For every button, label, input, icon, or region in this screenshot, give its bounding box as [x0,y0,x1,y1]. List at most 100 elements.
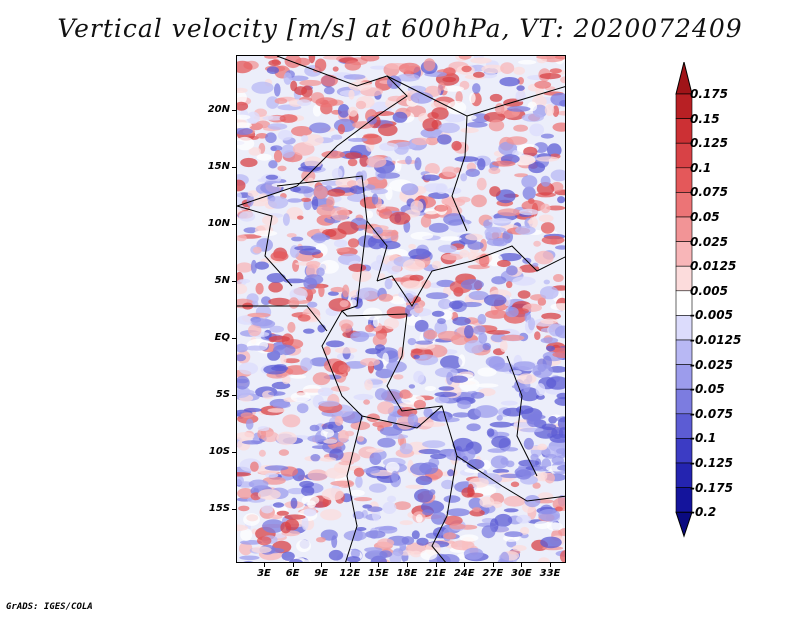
field-cell [471,194,487,208]
field-cell [355,475,363,488]
field-cell [488,218,513,224]
field-cell [340,323,352,333]
field-cell [425,292,449,300]
field-cell [516,85,525,91]
field-cell [419,462,439,475]
field-cell [240,412,254,419]
field-cell [512,276,536,286]
field-cell [532,482,541,489]
field-cell [415,354,439,366]
colorbar-label: 0.0125 [690,259,737,274]
field-cell [353,393,374,401]
field-cell [250,259,257,274]
field-cell [273,344,296,356]
colorbar-label: -0.005 [690,308,733,323]
lon-label: 3E [257,568,271,579]
field-cell [384,278,393,290]
colorbar-label: 0.005 [690,283,728,298]
field-cell [375,344,385,352]
field-cell [256,153,272,161]
field-cell [284,514,306,520]
field-cell [253,230,278,237]
field-cell [320,74,338,87]
field-cell [559,549,565,562]
field-cell [379,273,386,279]
field-cell [450,540,475,551]
field-cell [347,106,358,117]
field-cell [297,314,311,322]
field-cell [411,530,420,540]
field-cell [477,367,497,377]
field-cell [393,141,417,150]
country-border [376,260,473,307]
colorbar-label: -0.025 [690,357,733,372]
field-cell [500,334,525,341]
lon-label: 21E [425,568,446,579]
field-cell [370,65,389,70]
field-cell [449,523,466,530]
field-cell [331,168,343,180]
field-cell [420,549,438,560]
field-cell [550,169,565,182]
lat-label: 20N [207,104,230,115]
field-cell [403,392,413,399]
velocity-field [237,56,565,562]
field-cell [402,280,423,290]
field-cell [312,232,327,244]
field-cell [372,421,393,428]
field-cell [554,56,565,60]
field-cell [262,476,286,485]
field-cell [518,459,540,467]
field-cell [277,165,287,172]
field-cell [346,556,361,562]
lat-label: 15S [208,503,230,514]
field-cell [268,297,291,306]
field-cell [312,372,331,386]
field-cell [442,253,464,261]
field-cell [483,294,507,307]
field-cell [485,356,505,368]
field-cell [365,324,375,333]
field-cell [403,292,414,303]
field-cell [476,383,499,388]
field-cell [441,479,455,490]
field-cell [516,405,534,415]
field-cell [534,331,541,340]
field-cell [303,328,315,334]
field-cell [414,304,424,314]
field-cell [237,87,248,93]
field-cell [316,267,325,277]
lat-label: 10N [207,218,230,229]
colorbar-label: 0.1 [690,160,712,175]
field-cell [369,483,387,493]
lat-label: 10S [208,446,230,457]
field-cell [318,400,340,407]
field-cell [272,502,285,508]
field-cell [447,469,455,477]
field-cell [550,303,565,311]
field-cell [239,555,260,561]
field-cell [415,514,423,523]
field-cell [353,497,373,502]
field-cell [443,532,457,540]
field-cell [477,313,487,325]
field-cell [310,454,321,462]
colorbar-label: -0.125 [690,456,733,470]
field-cell [268,335,290,343]
field-cell [268,59,282,66]
field-cell [248,479,269,489]
field-cell [336,247,350,253]
field-cell [287,198,303,203]
map-panel [236,55,566,563]
lat-label: 5N [214,275,230,286]
field-cell [416,537,429,546]
field-cell [553,274,564,282]
field-cell [440,355,463,370]
field-cell [237,262,253,273]
field-cell [442,166,458,177]
field-cell [237,472,252,477]
field-cell [519,427,544,433]
field-cell [506,265,518,276]
field-cell [452,316,471,326]
field-cell [523,437,534,450]
